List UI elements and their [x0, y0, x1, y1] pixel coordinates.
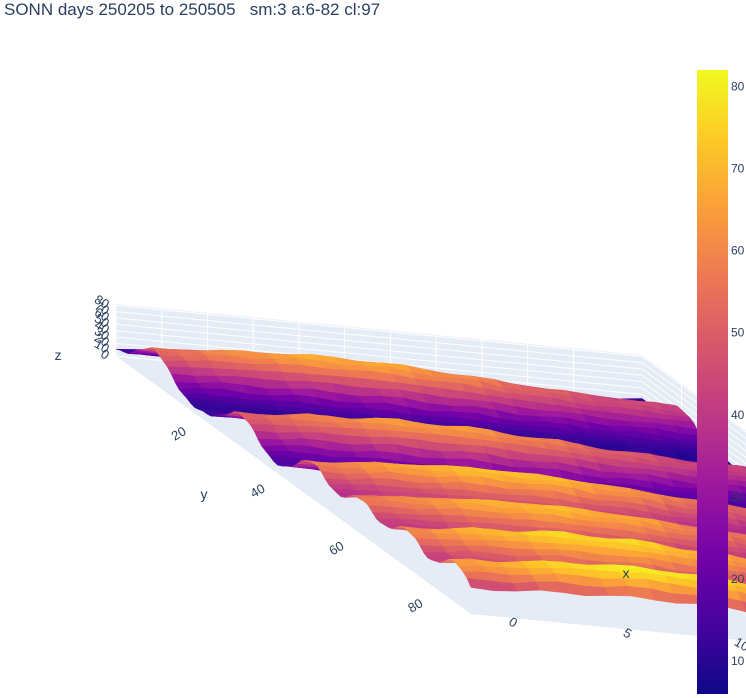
- surface-cell: [458, 566, 487, 573]
- colorbar-tick-label: 80: [731, 79, 745, 93]
- z-tick-label: 40: [92, 317, 112, 337]
- surface-cell: [501, 507, 530, 515]
- grid-line: [115, 336, 746, 465]
- surface-cell: [460, 539, 489, 547]
- z-tick-label: 30: [92, 323, 112, 343]
- surface-cell: [430, 411, 459, 418]
- z-tick-label: 50: [92, 311, 112, 331]
- surface-cell: [250, 358, 279, 365]
- y-axis-title: y: [201, 486, 208, 502]
- grid-line: [115, 317, 746, 446]
- surface-cell: [523, 562, 552, 569]
- surface-cell: [178, 388, 207, 395]
- surface-cell: [672, 593, 701, 604]
- colorbar-tick-label: 30: [731, 490, 745, 504]
- z-axis-title: z: [55, 347, 62, 363]
- colorbar-tick-label: 40: [731, 408, 745, 422]
- surface-cell: [357, 395, 386, 404]
- surface-cell: [281, 371, 309, 382]
- surface-cell: [189, 367, 218, 377]
- colorbar-tick-label: 20: [731, 572, 745, 586]
- y-tick-label: 40: [248, 481, 268, 501]
- surface-cell: [531, 573, 559, 583]
- surface-cell: [603, 585, 632, 597]
- x-axis-title: x: [623, 565, 630, 581]
- colorbar-tick-label: 60: [731, 244, 745, 258]
- grid-line: [115, 330, 746, 458]
- scene-3d[interactable]: 051015202040608001020304050607080xyz: [55, 292, 746, 677]
- surface-cell: [580, 585, 609, 597]
- z-tick-label: 70: [92, 298, 112, 318]
- surface-cell: [438, 539, 467, 548]
- colorbar-tick-label: 10: [731, 654, 745, 668]
- grid-line: [115, 323, 746, 452]
- surface-cell: [367, 436, 396, 445]
- surface-cell: [504, 567, 533, 576]
- grid-line: [115, 304, 746, 433]
- surface-cell: [529, 541, 558, 551]
- surface-cell: [295, 425, 324, 434]
- y-tick-label: 20: [169, 423, 189, 443]
- colorbar-tick-label: 50: [731, 326, 745, 340]
- axis-ticks: 051015202040608001020304050607080xyz: [55, 292, 746, 655]
- grid-line: [115, 311, 746, 439]
- z-tick-label: 80: [92, 292, 112, 312]
- surface-cell: [261, 444, 290, 452]
- colorbar: 10 20 30 40 50 60 70 80: [697, 70, 745, 694]
- colorbar-gradient: [697, 70, 728, 694]
- y-tick-label: 60: [326, 538, 346, 558]
- surface-cell: [609, 426, 638, 432]
- surface-cell: [193, 375, 222, 384]
- surface-cell: [413, 508, 442, 516]
- surface-cell: [415, 482, 444, 490]
- y-tick-label: 80: [405, 595, 425, 615]
- surface-cell: [364, 428, 392, 438]
- z-tick-label: 10: [92, 336, 112, 356]
- surface-cell: [533, 549, 562, 557]
- surface-cell: [421, 457, 450, 466]
- surface-cell: [440, 451, 469, 460]
- surface-cell: [174, 381, 203, 390]
- colorbar-ticks: 10 20 30 40 50 60 70 80: [731, 79, 745, 668]
- chart-title: SONN days 250205 to 250505 sm:3 a:6-82 c…: [4, 0, 381, 19]
- z-tick-label: 60: [92, 304, 112, 324]
- surface-cell: [466, 577, 495, 592]
- surface-cell: [285, 380, 313, 390]
- surface-cell: [440, 514, 469, 523]
- surface-cell: [434, 533, 463, 541]
- surface-cell: [512, 581, 541, 592]
- surface-cell: [510, 548, 539, 557]
- z-tick-label: 20: [92, 330, 112, 350]
- surface-cell: [338, 401, 367, 409]
- colorbar-tick-label: 70: [731, 162, 745, 176]
- surface-cell: [272, 424, 301, 434]
- surface-cell: [345, 435, 373, 446]
